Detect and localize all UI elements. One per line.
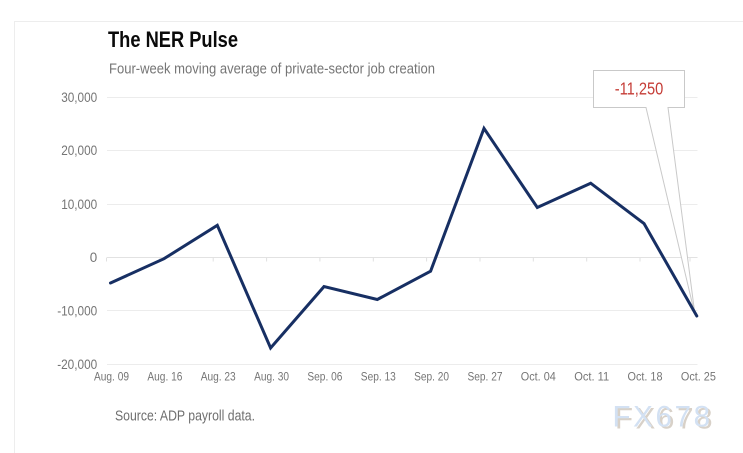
svg-text:Aug. 30: Aug. 30: [254, 370, 289, 384]
svg-text:Source: ADP payroll data.: Source: ADP payroll data.: [115, 409, 255, 425]
svg-text:30,000: 30,000: [61, 90, 97, 105]
svg-text:Oct. 11: Oct. 11: [574, 370, 609, 384]
svg-text:Oct. 04: Oct. 04: [521, 370, 556, 384]
svg-text:Oct. 18: Oct. 18: [628, 370, 663, 384]
svg-text:Four-week moving average of pr: Four-week moving average of private-sect…: [109, 62, 435, 78]
svg-text:Sep. 20: Sep. 20: [414, 370, 449, 384]
svg-text:Aug. 16: Aug. 16: [147, 370, 182, 384]
svg-text:FX678: FX678: [615, 403, 713, 436]
svg-text:The NER Pulse: The NER Pulse: [108, 27, 238, 52]
svg-text:Sep. 13: Sep. 13: [361, 370, 396, 384]
svg-text:-10,000: -10,000: [57, 304, 97, 319]
svg-text:Sep. 06: Sep. 06: [307, 370, 342, 384]
svg-text:10,000: 10,000: [61, 197, 97, 212]
svg-text:20,000: 20,000: [61, 143, 97, 158]
svg-text:Oct. 25: Oct. 25: [681, 370, 716, 384]
svg-text:Aug. 09: Aug. 09: [94, 370, 129, 384]
svg-text:Sep. 27: Sep. 27: [468, 370, 503, 384]
svg-text:Aug. 23: Aug. 23: [201, 370, 236, 384]
svg-text:FX678: FX678: [613, 401, 711, 434]
svg-text:-11,250: -11,250: [615, 79, 664, 99]
svg-text:0: 0: [90, 250, 97, 265]
svg-text:-20,000: -20,000: [57, 357, 97, 372]
